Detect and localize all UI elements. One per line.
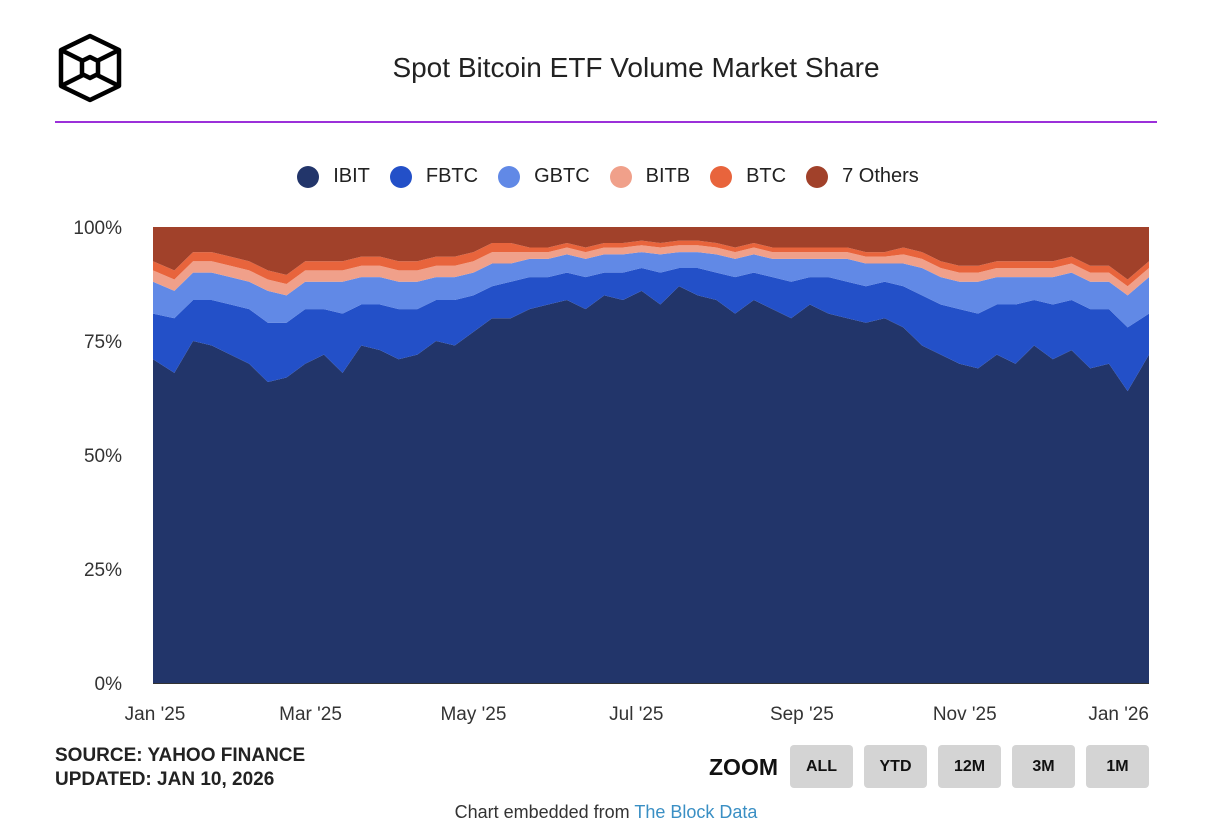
legend-swatch	[806, 165, 829, 188]
legend-item-fbtc[interactable]: FBTC	[389, 165, 479, 188]
area-btc	[153, 240, 1149, 287]
legend-swatch	[710, 165, 733, 188]
zoom-12m-button[interactable]: 12M	[938, 745, 1001, 788]
legend-item-gbtc[interactable]: GBTC	[498, 165, 590, 188]
area-7-others	[153, 227, 1149, 280]
x-tick-label: Mar '25	[279, 704, 342, 725]
area-gbtc	[153, 252, 1149, 328]
embed-credit: Chart embedded from The Block Data	[0, 802, 1212, 823]
the-block-data-link[interactable]: The Block Data	[634, 802, 758, 822]
legend-label: FBTC	[425, 165, 479, 187]
legend-swatch	[609, 165, 632, 188]
x-tick-label: Jan '26	[1088, 704, 1149, 725]
area-ibit	[153, 286, 1149, 683]
x-tick-label: Nov '25	[933, 704, 997, 725]
legend: IBIT FBTC GBTC BITB BTC 7 Others	[0, 165, 1216, 188]
source-info: SOURCE: YAHOO FINANCE UPDATED: JAN 10, 2…	[55, 744, 305, 792]
y-tick-label: 50%	[84, 446, 122, 467]
legend-item-7-others[interactable]: 7 Others	[806, 165, 919, 188]
legend-item-ibit[interactable]: IBIT	[297, 165, 370, 188]
legend-swatch	[389, 165, 412, 188]
x-tick-label: May '25	[440, 704, 506, 725]
embed-text: Chart embedded from	[454, 802, 635, 822]
legend-label: 7 Others	[842, 165, 919, 187]
legend-label: GBTC	[534, 165, 590, 187]
title-divider	[55, 121, 1157, 123]
y-tick-label: 25%	[84, 560, 122, 581]
the-block-logo	[58, 33, 122, 103]
legend-label: BTC	[746, 165, 787, 187]
y-tick-label: 0%	[95, 674, 123, 695]
legend-item-btc[interactable]: BTC	[710, 165, 786, 188]
x-tick-label: Sep '25	[770, 704, 834, 725]
legend-label: BITB	[645, 165, 691, 187]
x-tick-label: Jul '25	[609, 704, 663, 725]
zoom-1m-button[interactable]: 1M	[1086, 745, 1149, 788]
y-tick-label: 75%	[84, 332, 122, 353]
legend-label: IBIT	[333, 165, 370, 187]
stacked-area-chart: 0% 25% 50% 75% 100% Jan '25 Mar '25 May '25 Jul …	[73, 218, 1149, 725]
updated-text: UPDATED: JAN 10, 2026	[55, 769, 275, 790]
zoom-all-button[interactable]: ALL	[790, 745, 853, 788]
source-text: SOURCE: YAHOO FINANCE	[55, 745, 306, 766]
zoom-3m-button[interactable]: 3M	[1012, 745, 1075, 788]
legend-swatch	[498, 165, 521, 188]
y-tick-label: 100%	[73, 218, 122, 239]
zoom-label: ZOOM	[709, 754, 778, 780]
zoom-ytd-button[interactable]: YTD	[864, 745, 927, 788]
legend-swatch	[297, 165, 320, 188]
chart-title: Spot Bitcoin ETF Volume Market Share	[392, 52, 880, 83]
legend-item-bitb[interactable]: BITB	[609, 165, 691, 188]
area-bitb	[153, 245, 1149, 296]
x-tick-label: Jan '25	[125, 704, 186, 725]
area-fbtc	[153, 268, 1149, 392]
